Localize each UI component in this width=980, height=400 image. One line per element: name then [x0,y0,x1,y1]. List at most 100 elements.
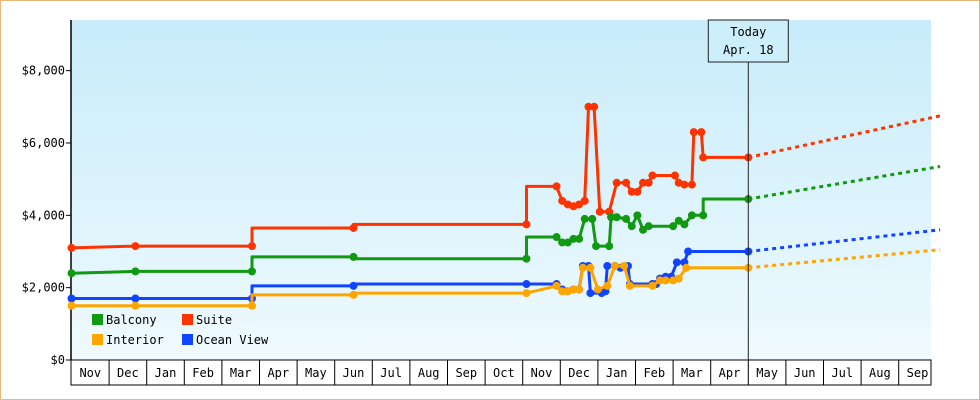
legend-label: Interior [106,333,164,347]
data-point [131,267,140,276]
x-tick-label: Aug [418,366,440,380]
data-point [247,267,256,276]
series-projection [748,248,941,270]
data-point [552,182,561,191]
data-point [670,171,679,180]
x-tick-label: Dec [117,366,139,380]
data-point [575,234,584,243]
y-tick-label: $4,000 [22,208,65,222]
legend-swatch [182,334,193,345]
data-point [674,274,683,283]
data-point [595,207,604,216]
x-tick-label: Aug [869,366,891,380]
data-point [661,276,670,285]
data-point [552,233,561,242]
legend-swatch [92,334,103,345]
x-tick-label: Apr [719,366,741,380]
plot-area [71,20,931,360]
data-point [586,263,595,272]
data-point [669,222,678,231]
data-point [590,102,599,111]
data-point [588,214,597,223]
data-point [697,128,706,137]
series-suite [67,102,941,252]
series-balcony [67,165,941,278]
data-point [558,287,567,296]
data-point [580,196,589,205]
data-point [603,261,612,270]
x-tick-label: Nov [79,366,101,380]
legend: Balcony Suite Interior Ocean View [92,313,269,347]
x-tick-label: Jun [794,366,816,380]
y-tick-label: $0 [51,353,65,367]
data-point [575,285,584,294]
data-point [622,178,631,187]
data-point [522,289,531,298]
data-point [247,242,256,251]
x-tick-label: Feb [192,366,214,380]
data-point [648,171,657,180]
data-point [558,238,567,247]
legend-swatch [92,314,103,325]
data-point [349,223,358,232]
today-label: Today [730,25,766,39]
legend-label: Ocean View [196,333,269,347]
series-projection [748,165,941,201]
today-marker: Today Apr. 18 [707,19,789,360]
x-tick-label: May [305,366,327,380]
series-projection [748,228,941,253]
x-tick-label: Mar [230,366,252,380]
data-point [131,294,140,303]
data-point [612,178,621,187]
data-point [569,234,578,243]
data-point [610,261,619,270]
legend-item-balcony: Balcony [92,313,157,327]
data-point [552,281,561,290]
legend-label: Balcony [106,313,157,327]
series-layer [67,102,941,310]
data-point [131,242,140,251]
x-tick-label: Jan [155,366,177,380]
x-tick-label: Sep [907,366,929,380]
data-point [67,301,76,310]
data-point [607,213,616,222]
data-point [689,128,698,137]
data-point [687,211,696,220]
data-point [699,153,708,162]
y-tick-label: $8,000 [22,64,65,78]
legend-item-ocean-view: Ocean View [182,333,269,347]
data-point [680,220,689,229]
data-point [639,178,648,187]
y-tick-label: $6,000 [22,136,65,150]
legend-item-suite: Suite [182,313,232,327]
x-tick-label: Sep [455,366,477,380]
data-point [584,102,593,111]
x-tick-label: Jun [343,366,365,380]
data-point [592,242,601,251]
data-point [672,258,681,267]
legend-label: Suite [196,313,232,327]
data-point [633,187,642,196]
data-point [586,289,595,298]
today-box [707,19,789,63]
data-point [522,254,531,263]
data-point [522,280,531,289]
x-tick-label: Jul [831,366,853,380]
data-point [684,247,693,256]
x-tick-label: Mar [681,366,703,380]
data-point [593,285,602,294]
data-point [67,269,76,278]
data-point [522,220,531,229]
legend-item-interior: Interior [92,333,164,347]
data-point [349,290,358,299]
x-tick-label: Feb [643,366,665,380]
x-tick-label: Dec [568,366,590,380]
y-axis: $0 $2,000 $4,000 $6,000 $8,000 [22,20,72,367]
data-point [682,263,691,272]
data-point [627,187,636,196]
data-point [349,252,358,261]
data-point [627,222,636,231]
today-date: Apr. 18 [723,43,774,57]
series-projection [747,114,941,159]
